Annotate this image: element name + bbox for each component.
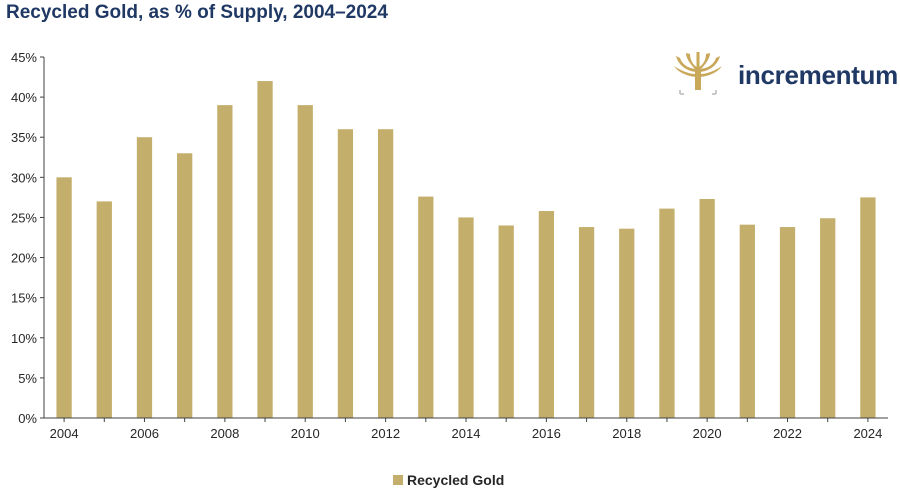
y-tick-label: 35%	[11, 130, 37, 145]
y-tick-label: 20%	[11, 251, 37, 266]
x-axis: 2004 2006 2008 2010 2012 2014 2016 2018 2020 2022…	[50, 418, 882, 441]
bar	[217, 105, 233, 418]
bar	[377, 129, 394, 418]
bar	[578, 227, 595, 418]
y-tick-label: 30%	[11, 170, 37, 185]
incrementum-logo: incrementum	[672, 52, 900, 100]
legend: Recycled Gold	[393, 472, 504, 488]
tree-logo-icon	[674, 52, 722, 95]
y-tick-label: 25%	[11, 210, 37, 225]
x-tick-label: 2024	[853, 426, 882, 441]
bar	[498, 225, 514, 418]
y-tick-label: 10%	[11, 331, 37, 346]
y-tick-label: 45%	[11, 50, 37, 65]
legend-label: Recycled Gold	[407, 472, 505, 488]
x-tick-label: 2018	[612, 426, 641, 441]
bar	[337, 129, 354, 418]
chart-title: Recycled Gold, as % of Supply, 2004–2024	[6, 2, 388, 23]
bar	[779, 227, 796, 418]
bar	[538, 211, 555, 418]
bar	[56, 177, 72, 418]
bar	[257, 81, 273, 419]
x-tick-label: 2014	[452, 426, 481, 441]
brand-name: incrementum	[738, 60, 898, 90]
y-tick-label: 40%	[11, 90, 37, 105]
bar	[136, 137, 153, 418]
legend-swatch	[393, 475, 403, 485]
y-tick-label: 0%	[18, 411, 37, 426]
y-tick-label: 15%	[11, 291, 37, 306]
bar	[820, 218, 836, 418]
x-tick-label: 2016	[532, 426, 561, 441]
bar	[860, 197, 876, 418]
bar	[699, 198, 715, 418]
bar	[177, 153, 193, 418]
x-tick-label: 2012	[371, 426, 400, 441]
bar	[297, 105, 313, 418]
x-tick-label: 2006	[130, 426, 159, 441]
bar	[619, 228, 635, 418]
bar	[418, 196, 434, 418]
y-axis: 0% 5% 10% 15% 20% 25% 30% 35% 40% 45%	[11, 50, 44, 426]
x-tick-label: 2008	[210, 426, 239, 441]
x-tick-label: 2010	[291, 426, 320, 441]
bar	[96, 201, 112, 418]
y-tick-label: 5%	[18, 371, 37, 386]
x-tick-label: 2004	[50, 426, 79, 441]
x-tick-label: 2020	[693, 426, 722, 441]
x-tick-label: 2022	[773, 426, 802, 441]
bar	[659, 208, 675, 418]
bar-series	[56, 81, 876, 419]
bar	[739, 224, 755, 418]
bar	[458, 217, 474, 418]
